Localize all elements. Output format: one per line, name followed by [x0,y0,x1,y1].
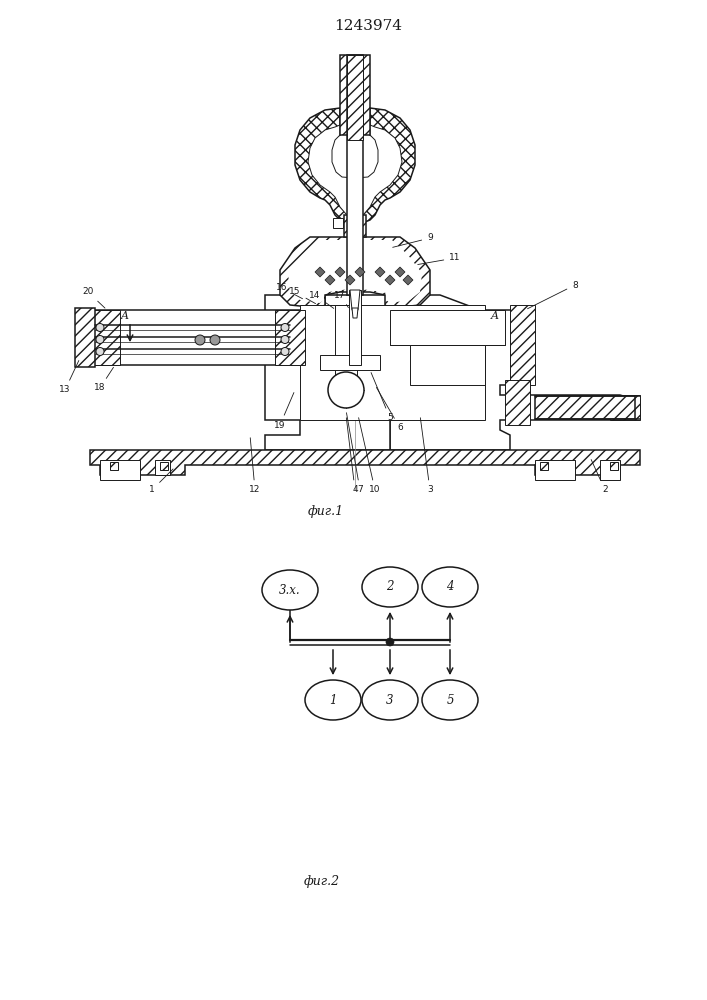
Polygon shape [355,267,365,277]
Circle shape [96,348,104,356]
Bar [347,55,363,295]
Text: 5: 5 [371,373,393,422]
Ellipse shape [262,570,318,610]
Circle shape [281,336,289,344]
Text: 12: 12 [250,438,261,494]
Polygon shape [390,295,640,450]
Text: 13: 13 [59,361,78,394]
Bar [535,396,635,419]
Polygon shape [325,275,335,285]
Polygon shape [352,308,358,318]
Polygon shape [350,290,360,310]
Text: 10: 10 [358,418,381,494]
Polygon shape [375,267,385,277]
Polygon shape [288,240,422,303]
Bar [155,460,170,475]
Text: 5: 5 [446,694,454,706]
Polygon shape [80,295,325,390]
Text: 15: 15 [289,288,315,304]
Polygon shape [90,450,640,475]
Text: A: A [491,311,499,321]
Polygon shape [403,275,413,285]
Circle shape [195,335,205,345]
Text: фиг.1: фиг.1 [307,506,344,518]
Polygon shape [315,267,325,277]
Text: 7: 7 [346,413,363,494]
Bar [320,355,380,370]
Text: 20: 20 [82,288,105,308]
Bar [333,218,343,228]
Circle shape [96,336,104,344]
Bar [340,55,370,135]
Bar [610,395,640,420]
Text: 17: 17 [334,290,349,308]
Text: 18: 18 [94,367,114,392]
Circle shape [210,335,220,345]
Bar [349,290,361,365]
Text: 1: 1 [149,469,173,494]
Polygon shape [265,295,390,450]
Bar [335,305,357,385]
Polygon shape [280,237,430,308]
Polygon shape [345,275,355,285]
Text: 3: 3 [421,418,433,494]
Bar [540,462,548,470]
Bar [275,310,305,365]
Circle shape [281,348,289,356]
Text: 3: 3 [386,694,394,706]
Text: 6: 6 [376,387,403,432]
Bar [110,462,118,470]
Bar [160,462,168,470]
Bar [610,462,618,470]
Bar [347,55,363,140]
Circle shape [328,372,364,408]
Text: 2: 2 [386,580,394,593]
Text: 1243974: 1243974 [334,19,402,33]
Bar [410,345,485,385]
Text: 16: 16 [276,284,303,299]
Bar [344,215,366,237]
Polygon shape [335,267,345,277]
Text: 11: 11 [418,253,461,265]
Text: 9: 9 [392,233,433,247]
Polygon shape [385,275,395,285]
Polygon shape [308,125,402,216]
Text: 4: 4 [446,580,454,593]
Text: 1: 1 [329,694,337,706]
Text: A: A [121,311,129,321]
Text: 4: 4 [346,418,358,494]
Polygon shape [395,267,405,277]
Text: 8: 8 [527,280,578,309]
Bar [390,310,505,345]
Ellipse shape [422,680,478,720]
Ellipse shape [362,567,418,607]
Bar [505,380,530,425]
Text: 2: 2 [591,460,608,494]
Ellipse shape [362,680,418,720]
Polygon shape [295,108,415,223]
Bar [510,305,535,385]
Bar [535,460,575,480]
Text: фиг.2: фиг.2 [303,876,340,888]
Bar [600,460,620,480]
Bar [300,305,485,420]
Circle shape [96,324,104,332]
Bar [100,460,140,480]
Ellipse shape [305,680,361,720]
Bar [90,310,120,365]
Bar [75,308,95,367]
Circle shape [386,638,394,646]
Text: 19: 19 [274,393,294,430]
Text: 14: 14 [310,290,334,308]
Ellipse shape [422,567,478,607]
Text: 3.х.: 3.х. [279,584,300,596]
Circle shape [281,324,289,332]
